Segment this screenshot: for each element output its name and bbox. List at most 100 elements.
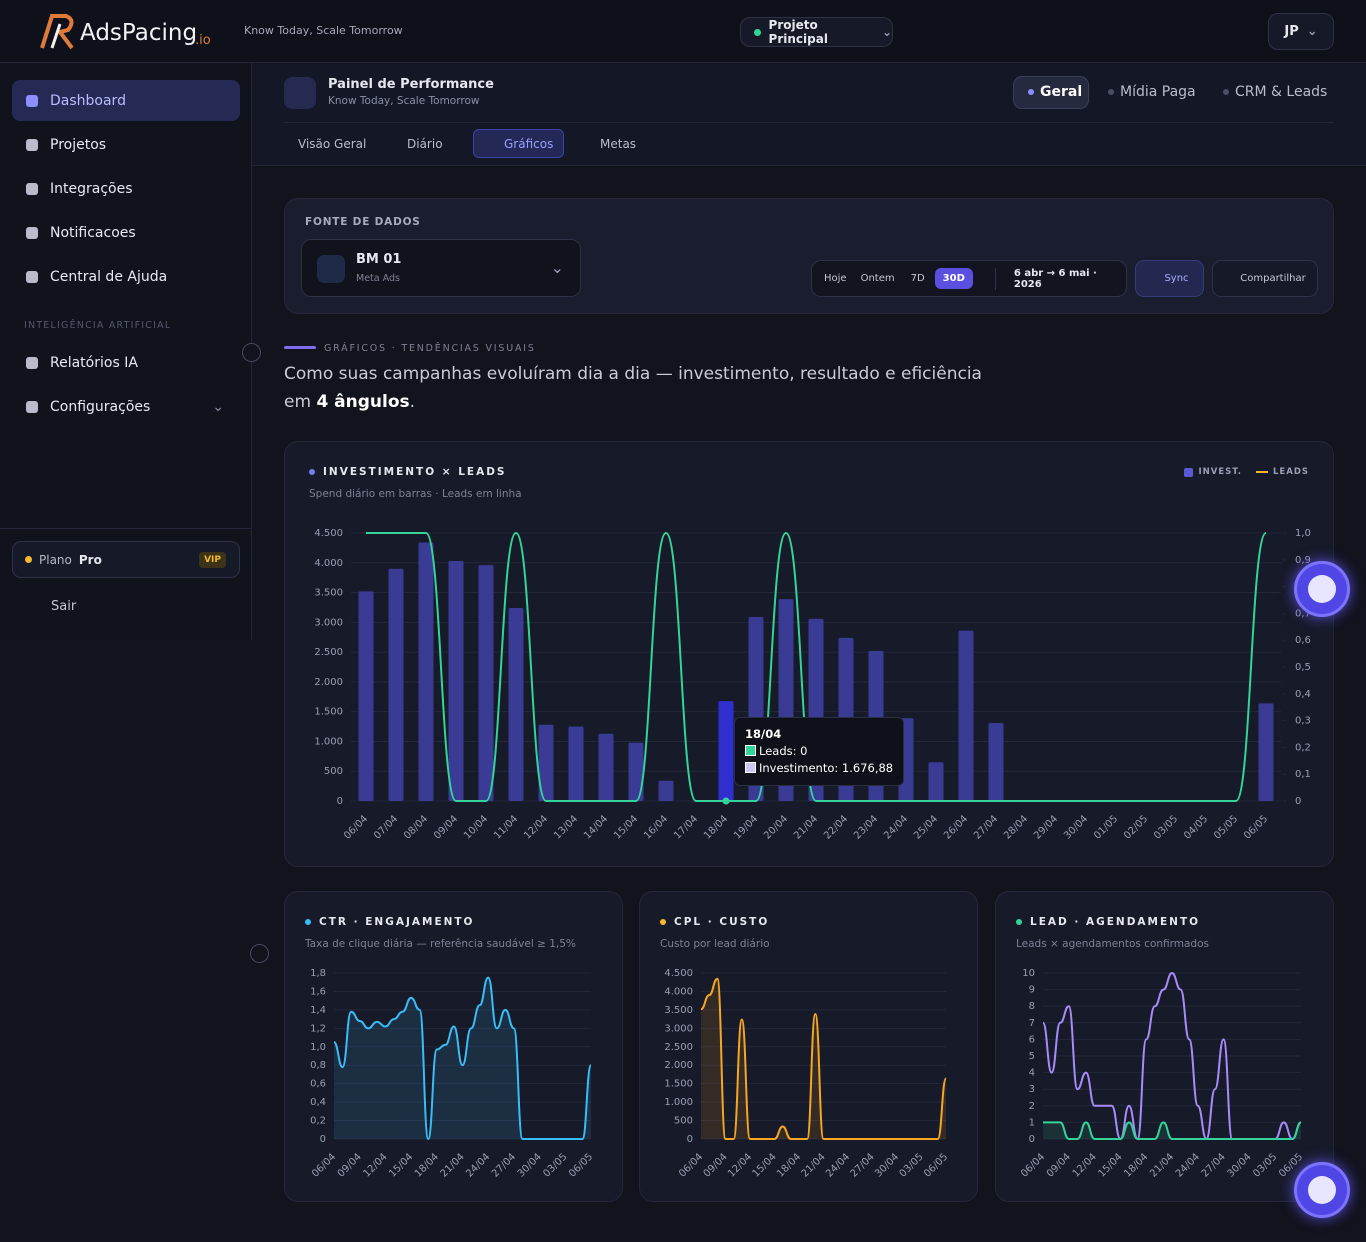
area — [334, 977, 591, 1139]
y-tick-label: 1,8 — [310, 968, 326, 979]
range-active[interactable]: 30D — [934, 268, 973, 289]
x-tick-label: 28/04 — [1002, 813, 1030, 841]
assistant-bubble[interactable] — [1294, 561, 1350, 617]
kicker-bar — [284, 346, 316, 349]
nav-item[interactable]: Projetos — [12, 124, 240, 165]
project-selector[interactable]: Projeto Principal ⌄ — [740, 17, 893, 47]
nav-item[interactable]: Configurações ⌄ — [12, 386, 240, 427]
x-tick-label: 12/04 — [1071, 1151, 1099, 1179]
range[interactable]: Hoje — [824, 273, 847, 284]
line — [1043, 1121, 1302, 1140]
bar — [508, 608, 524, 801]
nav-item[interactable]: Notificacoes — [12, 212, 240, 253]
x-tick-label: 15/04 — [387, 1151, 415, 1179]
x-tick-label: 09/04 — [702, 1151, 730, 1179]
divider — [284, 122, 1334, 123]
range-group: Hoje Ontem 7D 30D 6 abr → 6 mai · 2026 — [811, 260, 1127, 297]
y-tick-label: 10 — [1022, 968, 1035, 979]
nav-item[interactable]: Relatórios IA — [12, 342, 240, 383]
tab-label: CRM & Leads — [1235, 84, 1328, 100]
collapse-toggle[interactable] — [242, 343, 261, 362]
bar — [718, 701, 734, 801]
y-tick-label: 2.000 — [314, 677, 343, 688]
sub-tab[interactable]: Visão Geral — [288, 129, 376, 158]
tooltip-text: Investimento: 1.676,88 — [759, 761, 894, 775]
top-tab[interactable]: Mídia Paga — [1108, 84, 1196, 100]
tab-label: Mídia Paga — [1120, 84, 1196, 100]
text: . — [409, 392, 416, 412]
chart-card: INVESTIMENTO × LEADS Spend diário em bar… — [284, 441, 1334, 867]
assistant-bubble[interactable] — [1294, 1162, 1350, 1218]
legend-label: INVEST. — [1198, 467, 1243, 477]
plan-label: Plano — [39, 552, 72, 567]
title: LEAD · AGENDAMENTO — [1030, 916, 1201, 928]
bar — [568, 726, 584, 801]
user-menu[interactable]: JP ⌄ — [1268, 13, 1334, 50]
account-select[interactable]: BM 01 Meta Ads ⌄ — [301, 239, 581, 297]
y-tick-label: 4.000 — [314, 558, 343, 569]
bar — [388, 568, 404, 801]
x-tick-label: 06/04 — [310, 1151, 338, 1179]
y2-tick-label: 0 — [1295, 796, 1301, 807]
collapse-toggle[interactable] — [250, 944, 269, 963]
sub-tab[interactable]: Diário — [397, 129, 453, 158]
nav-item[interactable]: Dashboard — [12, 80, 240, 121]
date-range[interactable]: 6 abr → 6 mai · 2026 — [994, 267, 1126, 290]
brand-suffix: .io — [195, 33, 211, 48]
x-tick-label: 06/05 — [922, 1151, 950, 1179]
y-tick-label: 3.000 — [664, 1023, 693, 1034]
tooltip-text: Leads: 0 — [759, 744, 808, 758]
chart-title: INVESTIMENTO × LEADS — [309, 466, 507, 478]
range[interactable]: Ontem — [860, 273, 895, 284]
sync-button[interactable]: Sync — [1135, 260, 1204, 297]
chart: 0 500 1.000 1.500 2.000 2.500 3.000 3.500 4.000 4… — [664, 968, 950, 1180]
y-tick-label: 7 — [1029, 1018, 1035, 1029]
tab-label: Visão Geral — [298, 136, 367, 151]
sub-tab[interactable]: Metas — [572, 129, 646, 158]
logout[interactable]: Sair — [51, 599, 77, 614]
top-tab[interactable]: Geral — [1028, 84, 1082, 100]
nav-label: Relatórios IA — [50, 354, 138, 371]
y-tick-label: 0,8 — [310, 1060, 326, 1071]
x-tick-label: 21/04 — [800, 1151, 828, 1179]
chart-subtitle: Taxa de clique diária — referência saudá… — [305, 938, 576, 950]
tooltip: 18/04 Leads: 0 Investimento: 1.676,88 — [734, 717, 905, 786]
y2-tick-label: 0,6 — [1295, 635, 1311, 646]
nav-label: Notificacoes — [50, 224, 136, 241]
bar — [928, 762, 944, 801]
legend-item: INVEST. — [1184, 467, 1242, 477]
tooltip-title: 18/04 — [745, 727, 782, 741]
nav-item[interactable]: Integrações — [12, 168, 240, 209]
chart: 0 500 1.000 1.500 2.000 2.500 3.000 3.500 4.000 4… — [314, 528, 1311, 842]
share-button[interactable]: Compartilhar — [1212, 260, 1318, 297]
chart-title: LEAD · AGENDAMENTO — [1016, 916, 1200, 928]
x-tick-label: 15/04 — [612, 813, 640, 841]
bar — [598, 733, 614, 801]
y-tick-label: 6 — [1029, 1034, 1035, 1045]
x-tick-label: 01/05 — [1092, 813, 1120, 841]
sub-tab[interactable]: Gráficos — [473, 129, 565, 158]
chart-card: CPL · CUSTO Custo por lead diário 0 500 1.… — [639, 891, 978, 1202]
panel-title: Painel de Performance — [328, 77, 494, 92]
plan-box[interactable]: Plano Pro VIP — [12, 541, 240, 578]
account-name: BM 01 — [356, 252, 402, 267]
tab-label: Diário — [407, 136, 443, 151]
y-tick-label: 1 — [1029, 1117, 1035, 1128]
x-tick-label: 15/04 — [1096, 1151, 1124, 1179]
range[interactable]: 7D — [910, 273, 925, 284]
y-tick-label: 1,6 — [310, 986, 326, 997]
x-tick-label: 09/04 — [336, 1151, 364, 1179]
chart-title: CTR · ENGAJAMENTO — [305, 916, 475, 928]
tooltip-line: Investimento: 1.676,88 — [745, 761, 893, 775]
x-tick-label: 06/04 — [1019, 1151, 1047, 1179]
x-tick-label: 10/04 — [462, 813, 490, 841]
y-tick-label: 3.000 — [314, 617, 343, 628]
top-tab[interactable]: CRM & Leads — [1223, 84, 1327, 100]
x-tick-label: 07/04 — [372, 813, 400, 841]
chart-card: LEAD · AGENDAMENTO Leads × agendamentos … — [995, 891, 1334, 1202]
x-tick-label: 26/04 — [942, 813, 970, 841]
data-source-card: FONTE DE DADOS BM 01 Meta Ads ⌄ Hoje Ont… — [284, 198, 1334, 314]
x-tick-label: 20/04 — [762, 813, 790, 841]
nav-item[interactable]: Central de Ajuda — [12, 256, 240, 297]
